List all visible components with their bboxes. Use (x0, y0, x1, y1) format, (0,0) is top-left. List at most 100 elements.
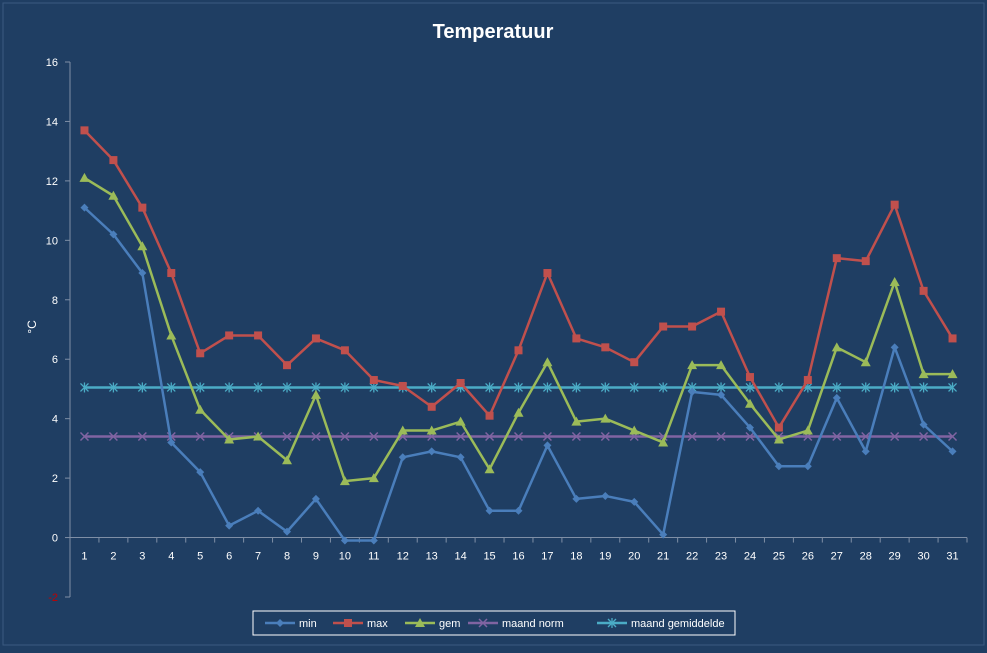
data-point-min (832, 393, 841, 402)
data-point-maand-gemiddelde (542, 382, 552, 393)
data-point-maand-gemiddelde (137, 382, 147, 393)
data-point-max (861, 257, 870, 266)
x-tick-label: 30 (917, 551, 929, 563)
y-tick-label: 12 (46, 176, 58, 188)
data-point-min (745, 423, 754, 432)
legend-item-min: min (265, 618, 317, 630)
data-point-gem (542, 357, 553, 367)
data-point-min (630, 497, 639, 506)
data-point-max (283, 361, 292, 370)
data-point-maand-norm (948, 431, 958, 442)
data-point-min (717, 390, 726, 399)
data-point-max (167, 269, 176, 278)
legend-marker (344, 619, 352, 627)
x-tick-label: 11 (368, 551, 379, 563)
series-max (80, 126, 957, 432)
data-point-gem (802, 425, 813, 435)
x-tick-label: 26 (802, 551, 814, 563)
legend: min max gem maand norm maand gemiddelde (252, 610, 736, 636)
x-tick-label: 10 (339, 551, 351, 563)
y-tick-label: 14 (46, 116, 58, 128)
legend-item-max: max (333, 618, 388, 630)
data-point-max (109, 156, 118, 165)
legend-item-maand-norm: maand norm (468, 618, 564, 630)
data-point-gem (166, 330, 177, 340)
x-tick-label: 28 (860, 551, 872, 563)
data-point-max (717, 307, 726, 316)
y-tick-label: 16 (46, 57, 58, 69)
data-point-max (456, 379, 465, 387)
legend-label: min (299, 618, 317, 630)
data-point-maand-gemiddelde (919, 382, 929, 393)
series-gem (79, 172, 958, 486)
legend-label: max (367, 618, 388, 630)
x-tick-label: 6 (226, 551, 232, 563)
plot-area (79, 126, 958, 545)
data-point-max (601, 343, 610, 352)
data-point-maand-norm (340, 431, 350, 442)
data-point-gem (600, 413, 611, 423)
data-point-min (919, 420, 928, 429)
data-point-gem (571, 416, 582, 426)
data-point-min (167, 438, 176, 447)
legend-item-gem: gem (405, 618, 460, 630)
data-point-maand-norm (311, 431, 321, 442)
data-point-min (427, 447, 436, 456)
x-tick-label: 16 (512, 551, 524, 563)
x-tick-label: 25 (773, 551, 785, 563)
data-point-gem (484, 464, 495, 474)
data-point-gem (455, 416, 466, 426)
x-tick-label: 4 (168, 551, 174, 563)
data-point-maand-gemiddelde (485, 382, 495, 393)
data-point-gem (108, 190, 119, 200)
data-point-gem (687, 360, 698, 370)
data-point-max (659, 322, 668, 331)
x-tick-label: 15 (483, 551, 495, 563)
data-point-maand-norm (745, 431, 755, 442)
data-point-maand-gemiddelde (340, 382, 350, 393)
legend-item-maand-gemiddelde: maand gemiddelde (597, 618, 725, 630)
x-tick-label: 13 (426, 551, 438, 563)
data-point-max (254, 331, 263, 340)
data-point-maand-norm (890, 431, 900, 442)
data-point-maand-norm (369, 431, 379, 442)
data-point-maand-norm (716, 431, 726, 442)
data-point-maand-norm (137, 431, 147, 442)
y-tick-label: 6 (52, 354, 58, 366)
data-point-max (340, 346, 349, 355)
x-tick-label: 2 (110, 551, 116, 563)
data-point-gem (137, 241, 148, 251)
data-point-max (774, 423, 783, 432)
legend-label: maand norm (502, 618, 564, 630)
data-point-max (514, 346, 523, 355)
data-point-gem (860, 357, 871, 367)
data-point-maand-norm (687, 431, 697, 442)
data-point-maand-gemiddelde (80, 382, 89, 393)
data-point-max (369, 376, 378, 385)
data-point-max (398, 381, 407, 390)
data-point-gem (253, 431, 264, 441)
x-tick-label: 24 (744, 551, 756, 563)
data-point-min (80, 203, 89, 212)
data-point-maand-norm (456, 431, 466, 442)
data-point-max (225, 331, 234, 340)
data-point-maand-norm (108, 431, 118, 442)
data-point-max (311, 334, 320, 343)
data-point-maand-norm (600, 431, 610, 442)
data-point-min (456, 453, 465, 462)
x-tick-label: 12 (397, 551, 409, 563)
data-point-maand-norm (542, 431, 552, 442)
legend-marker (478, 618, 488, 628)
data-point-maand-gemiddelde (427, 382, 437, 393)
data-point-maand-norm (195, 431, 205, 442)
data-point-maand-gemiddelde (774, 382, 784, 393)
x-tick-label: 29 (889, 551, 901, 563)
legend-marker (607, 618, 617, 628)
x-tick-label: 31 (946, 551, 958, 563)
y-tick-label: 0 (52, 533, 58, 545)
data-point-maand-gemiddelde (629, 382, 639, 393)
data-point-min (659, 530, 668, 539)
